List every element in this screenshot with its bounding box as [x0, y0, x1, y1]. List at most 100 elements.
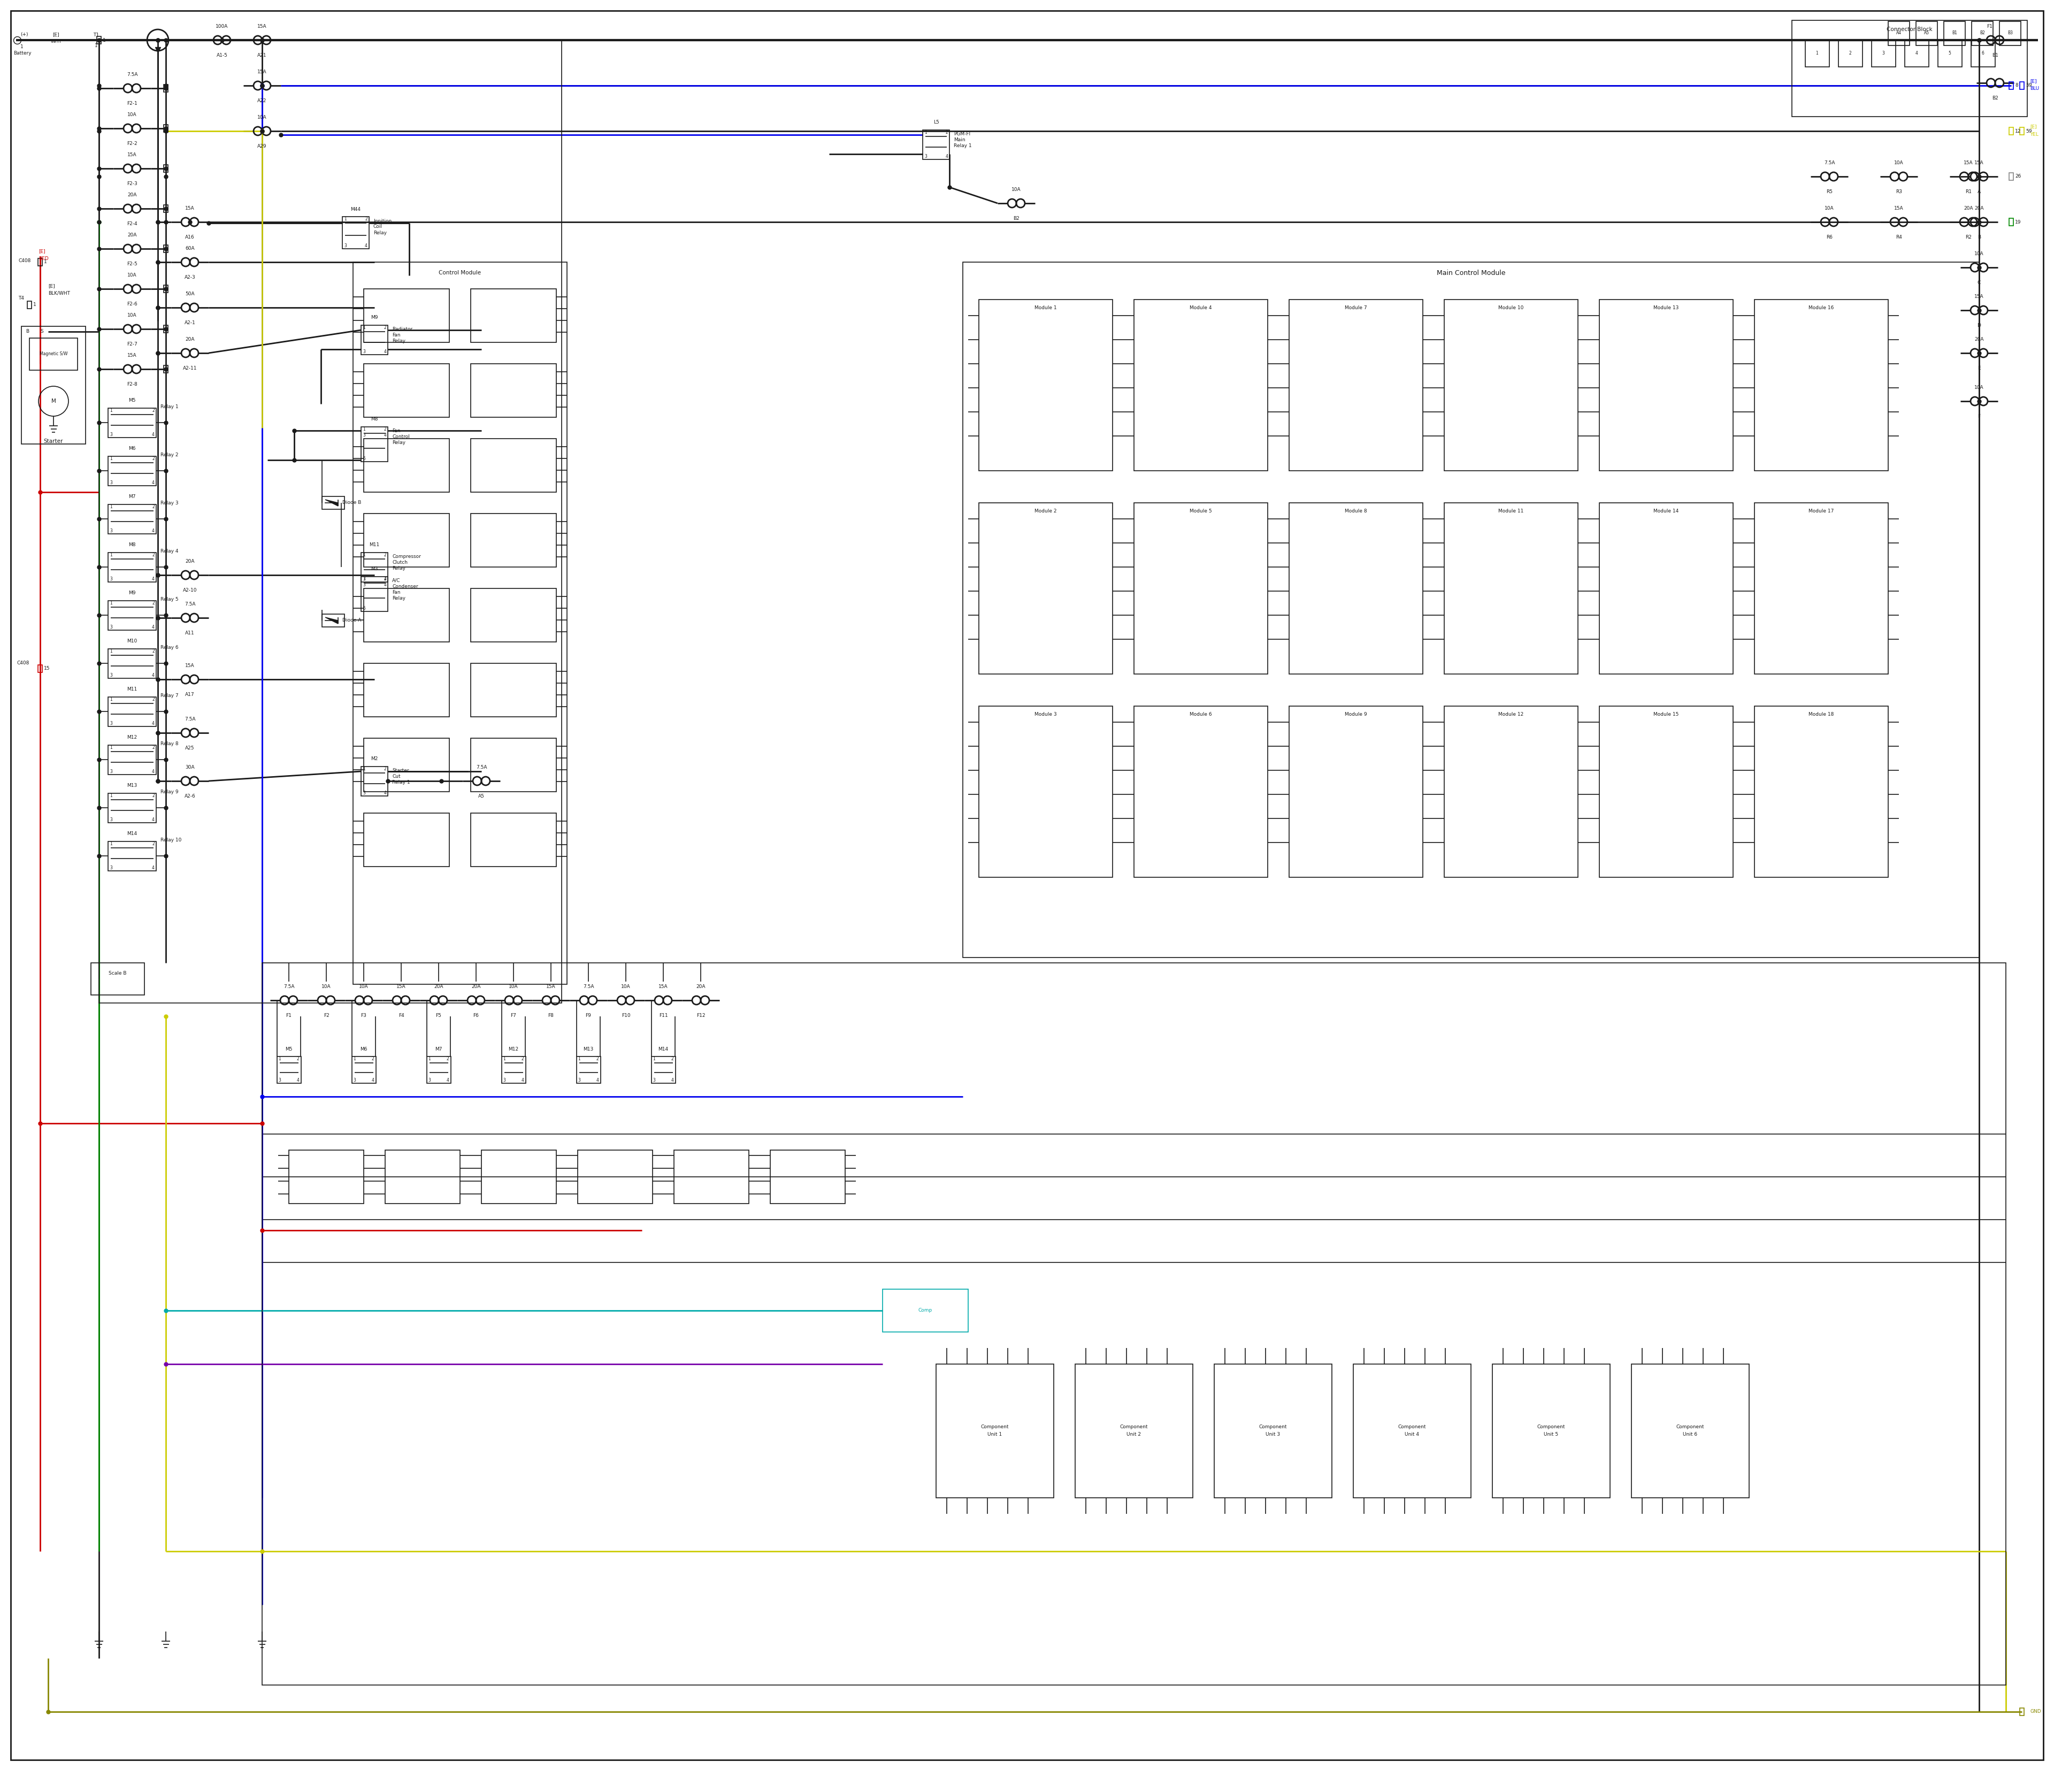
- Text: Module 16: Module 16: [1810, 305, 1834, 310]
- Text: 15A: 15A: [127, 152, 138, 158]
- Bar: [1444, 299, 1577, 471]
- Text: M13: M13: [583, 1047, 594, 1052]
- Text: F7: F7: [511, 1012, 516, 1018]
- Text: B1: B1: [1992, 54, 1999, 57]
- Text: Module 2: Module 2: [1035, 509, 1058, 513]
- Bar: [364, 663, 450, 717]
- Text: 2: 2: [366, 217, 368, 222]
- Text: M6: M6: [359, 1047, 368, 1052]
- Text: Starter: Starter: [392, 769, 409, 772]
- Text: Component: Component: [1676, 1425, 1705, 1428]
- Bar: [99, 39, 561, 1004]
- Text: M44: M44: [351, 206, 362, 211]
- Bar: [1838, 39, 1863, 66]
- Text: A29: A29: [257, 143, 267, 149]
- Text: 1: 1: [43, 260, 47, 265]
- Bar: [109, 649, 156, 677]
- Text: 3: 3: [577, 1079, 581, 1082]
- Text: 10A: 10A: [1974, 385, 1984, 391]
- Bar: [1290, 706, 1423, 878]
- Text: 15: 15: [43, 667, 49, 670]
- Text: Module 14: Module 14: [1653, 509, 1678, 513]
- Text: R1: R1: [1966, 190, 1972, 194]
- Bar: [2009, 82, 2013, 90]
- Text: 1: 1: [364, 426, 366, 432]
- Bar: [470, 514, 557, 566]
- Text: Condenser: Condenser: [392, 584, 419, 590]
- Text: B: B: [1978, 235, 1980, 240]
- Text: 4: 4: [372, 1079, 374, 1082]
- Text: Main: Main: [953, 138, 965, 142]
- Text: 4: 4: [152, 480, 154, 486]
- Text: F8: F8: [548, 1012, 555, 1018]
- Bar: [963, 262, 1980, 957]
- Text: 20A: 20A: [470, 984, 481, 989]
- Text: 1: 1: [94, 43, 99, 48]
- Text: Unit 2: Unit 2: [1128, 1432, 1142, 1437]
- Text: 15A: 15A: [127, 353, 138, 358]
- Text: Scale B: Scale B: [109, 971, 127, 977]
- Text: M3: M3: [372, 566, 378, 572]
- Text: F1: F1: [286, 1012, 292, 1018]
- Text: 1: 1: [653, 1057, 655, 1061]
- Text: 2: 2: [296, 1057, 300, 1061]
- Text: 20A: 20A: [1964, 206, 1974, 211]
- Text: 2: 2: [152, 794, 154, 797]
- Text: 1: 1: [109, 504, 113, 509]
- Text: Unit 3: Unit 3: [1265, 1432, 1280, 1437]
- Text: M8: M8: [372, 418, 378, 421]
- Text: B2: B2: [1992, 97, 1999, 100]
- Text: 5: 5: [1949, 52, 1951, 56]
- Bar: [2009, 127, 2013, 134]
- Text: 2: 2: [384, 426, 386, 432]
- Text: 19: 19: [2015, 220, 2021, 224]
- Text: YEL: YEL: [2029, 133, 2038, 136]
- Text: 4: 4: [446, 1079, 450, 1082]
- Text: Unit 5: Unit 5: [1545, 1432, 1559, 1437]
- Text: 1: 1: [427, 1057, 431, 1061]
- Text: M11: M11: [370, 543, 380, 547]
- Text: Diode A: Diode A: [343, 618, 362, 624]
- Text: 2: 2: [384, 324, 386, 330]
- Bar: [470, 289, 557, 342]
- Bar: [1600, 504, 1734, 674]
- Text: 20A: 20A: [185, 559, 195, 564]
- Text: 4: 4: [384, 349, 386, 355]
- Text: 2: 2: [384, 552, 386, 557]
- Text: 3: 3: [353, 1079, 355, 1082]
- Text: F2-7: F2-7: [127, 342, 138, 348]
- Text: 1: 1: [109, 745, 113, 751]
- Bar: [1791, 20, 2027, 116]
- Text: 60A: 60A: [185, 246, 195, 251]
- Text: Module 18: Module 18: [1810, 711, 1834, 717]
- Text: B2: B2: [1013, 217, 1019, 220]
- Text: 10A: 10A: [1011, 186, 1021, 192]
- Text: M7: M7: [129, 495, 136, 500]
- Bar: [1214, 1364, 1331, 1498]
- Text: 1: 1: [364, 577, 366, 581]
- Text: 30A: 30A: [185, 765, 195, 771]
- Bar: [37, 258, 43, 265]
- Text: 15A: 15A: [659, 984, 668, 989]
- Text: 20A: 20A: [127, 192, 138, 197]
- Text: 1: 1: [109, 794, 113, 797]
- Text: 4: 4: [945, 154, 947, 159]
- Text: 7.5A: 7.5A: [1824, 161, 1834, 165]
- Text: 7.5A: 7.5A: [583, 984, 594, 989]
- Text: WHT: WHT: [51, 39, 62, 43]
- Text: 2: 2: [672, 1057, 674, 1061]
- Text: 1: 1: [503, 1057, 505, 1061]
- Bar: [501, 1057, 526, 1082]
- Text: Compressor: Compressor: [392, 554, 421, 559]
- Text: M: M: [51, 398, 55, 403]
- Text: A11: A11: [185, 631, 195, 636]
- Text: Module 3: Module 3: [1035, 711, 1058, 717]
- Bar: [109, 840, 156, 871]
- Bar: [1600, 299, 1734, 471]
- Bar: [263, 962, 2007, 1684]
- Text: Relay: Relay: [392, 566, 405, 572]
- Text: [E]: [E]: [2029, 124, 2038, 129]
- Text: Module 6: Module 6: [1189, 711, 1212, 717]
- Bar: [109, 697, 156, 726]
- Text: 1: 1: [109, 552, 113, 557]
